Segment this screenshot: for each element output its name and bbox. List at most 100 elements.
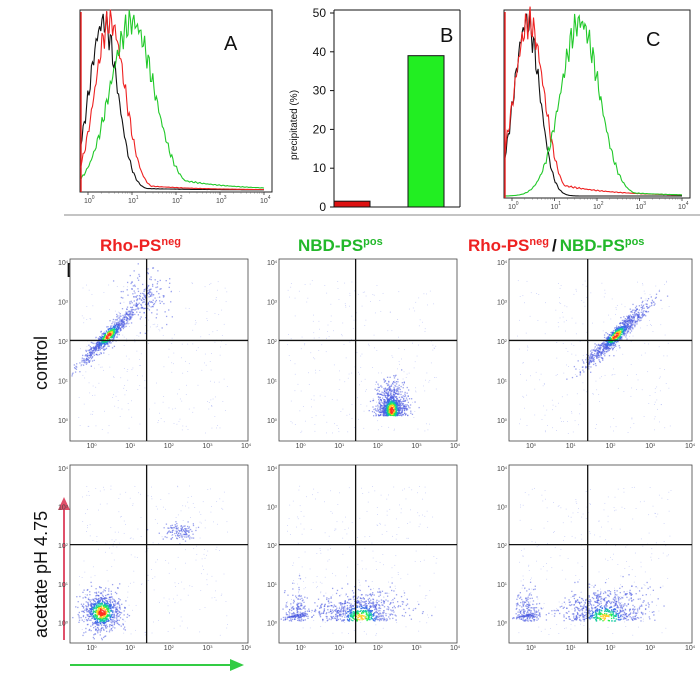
col3-header-a-main: Rho-PS (468, 236, 529, 255)
panel-b-yticks: 0 10 20 30 40 50 (313, 6, 334, 214)
col3-header-a-sup: neg (529, 236, 549, 248)
dotplot-xtick-4: 104 (450, 644, 461, 652)
dotplot-ytick-0: 100 (497, 619, 508, 627)
panel-b: precipitated (%) 0 10 20 30 40 50 B (289, 6, 461, 214)
dotplot-ytick-1: 101 (497, 581, 508, 589)
dotplot-ytick-4: 104 (497, 465, 508, 473)
panel-b-yticklabel-0: 0 (319, 200, 326, 214)
dotplot-xtick-0: 100 (526, 442, 537, 450)
dotplot-ytick-0: 100 (267, 417, 278, 425)
panel-c-ticklabel-3: 103 (636, 201, 647, 211)
panel-b-yticklabel-2: 20 (313, 122, 327, 136)
dotplot-3: 100 100 101 101 102 102 103 103 104 104 (497, 258, 696, 450)
col2-header: NBD-PSpos (298, 236, 383, 255)
panel-a-ticklabel-1: 101 (128, 195, 139, 205)
dotplot-xtick-2: 102 (605, 442, 616, 450)
dotplot-xtick-2: 102 (373, 644, 384, 652)
panel-b-yticklabel-1: 10 (313, 161, 327, 175)
panel-c-tickexp-2: 2 (601, 201, 604, 207)
panel-b-bars (333, 55, 445, 208)
col2-header-sup: pos (363, 236, 383, 248)
dotplot-xtick-0: 100 (296, 442, 307, 450)
dotplot-ytick-3: 103 (58, 299, 69, 307)
dotplot-xtick-3: 103 (411, 644, 422, 652)
panel-a-label: A (224, 33, 238, 55)
panel-c-tickexp-1: 1 (558, 201, 561, 207)
panel-c-tickexp-4: 4 (686, 201, 689, 207)
panel-a-ticklabel-0: 100 (84, 195, 95, 205)
panel-a-ticklabel-4: 104 (260, 195, 271, 205)
dotplot-1: 100 100 101 101 102 102 103 103 104 104 (58, 258, 252, 450)
col3-header-b-main: NBD-PS (560, 236, 625, 255)
dotplot-xtick-3: 103 (645, 442, 656, 450)
dotplot-xtick-2: 102 (164, 442, 175, 450)
dotplot-ytick-4: 104 (58, 465, 69, 473)
dotplot-xtick-4: 104 (241, 644, 252, 652)
panel-a-tickexp-1: 1 (136, 195, 139, 201)
dotplot-xtick-0: 100 (87, 644, 98, 652)
panel-a-ticklabel-2: 102 (172, 195, 183, 205)
dotplot-ytick-3: 103 (58, 504, 69, 512)
dotplot-ytick-1: 101 (58, 581, 69, 589)
panel-a: A 100 101 102 1 0 3 104 (79, 9, 273, 205)
panel-a-series-green (80, 9, 265, 189)
dotplot-ytick-2: 102 (267, 542, 278, 550)
col2-header-main: NBD-PS (298, 236, 363, 255)
dotplot-ytick-2: 102 (58, 338, 69, 346)
dotplot-xtick-1: 101 (334, 644, 345, 652)
dotplot-ytick-4: 104 (58, 259, 69, 267)
dotplot-frame (278, 258, 458, 442)
dotplot-ytick-3: 103 (497, 299, 508, 307)
panel-b-yticklabel-3: 30 (313, 84, 327, 98)
dotplot-xtick-3: 103 (202, 644, 213, 652)
panel-c-axis: 100 101 102 103 104 (508, 198, 689, 211)
dotplot-ytick-1: 101 (58, 378, 69, 386)
col3-header-sep: / (552, 236, 557, 255)
panel-b-ylabel: precipitated (%) (289, 90, 300, 160)
dotplot-xtick-1: 101 (566, 442, 577, 450)
dotplot-4: 100 100 101 101 102 102 103 103 104 104 (58, 464, 252, 652)
dotplot-ytick-4: 104 (497, 259, 508, 267)
dotplot-xtick-3: 103 (411, 442, 422, 450)
dotplot-xtick-1: 101 (566, 644, 577, 652)
panel-a-axis: 100 101 102 1 0 3 104 (84, 192, 271, 205)
dotplot-xtick-4: 104 (450, 442, 461, 450)
panel-c-tickexp-3: 3 (643, 201, 646, 207)
dotplot-xtick-0: 100 (87, 442, 98, 450)
panel-b-yticklabel-4: 40 (313, 45, 327, 59)
panel-c-curves (504, 6, 683, 198)
dotplot-ytick-2: 102 (58, 542, 69, 550)
panel-b-bar-1 (407, 55, 445, 208)
panel-c-tickexp-0: 0 (516, 201, 519, 207)
col3-header-b-sup: pos (625, 236, 645, 248)
panel-c: C 100 101 102 103 104 (503, 6, 691, 211)
panel-a-tickexp-2: 2 (180, 195, 183, 201)
dotplot-xtick-4: 104 (241, 442, 252, 450)
dotplot-ytick-0: 100 (58, 619, 69, 627)
dotplot-ytick-2: 102 (267, 338, 278, 346)
panel-d-dotplots: 100 100 101 101 102 102 103 103 104 104 100 100 101 1… (58, 258, 696, 652)
dotplot-xtick-2: 102 (373, 442, 384, 450)
panel-c-ticklabel-4: 104 (678, 201, 689, 211)
col1-header-sup: neg (161, 236, 181, 248)
dotplot-xtick-3: 103 (645, 644, 656, 652)
panel-c-ticklabel-0: 100 (508, 201, 519, 211)
dotplot-2: 100 100 101 101 102 102 103 103 104 104 (267, 258, 461, 450)
col1-header-main: Rho-PS (100, 236, 161, 255)
dotplot-xtick-1: 101 (334, 442, 345, 450)
dotplot-ytick-2: 102 (497, 542, 508, 550)
dotplot-ytick-4: 104 (267, 259, 278, 267)
dotplot-xtick-4: 104 (685, 644, 696, 652)
dotplot-ytick-0: 100 (58, 417, 69, 425)
col1-header: Rho-PSneg (100, 236, 181, 255)
red-axis-arrow (58, 497, 70, 640)
panel-a-tickexp-3: 3 (224, 195, 227, 201)
dotplot-xtick-3: 103 (202, 442, 213, 450)
dotplot-xtick-0: 100 (296, 644, 307, 652)
dotplot-5: 100 100 101 101 102 102 103 103 104 104 (267, 464, 461, 652)
dotplot-ytick-1: 101 (267, 378, 278, 386)
panel-a-curves (80, 9, 265, 192)
panel-b-label: B (440, 25, 453, 47)
dotplot-frame (278, 464, 458, 644)
panel-a-tickexp-0: 0 (92, 195, 95, 201)
